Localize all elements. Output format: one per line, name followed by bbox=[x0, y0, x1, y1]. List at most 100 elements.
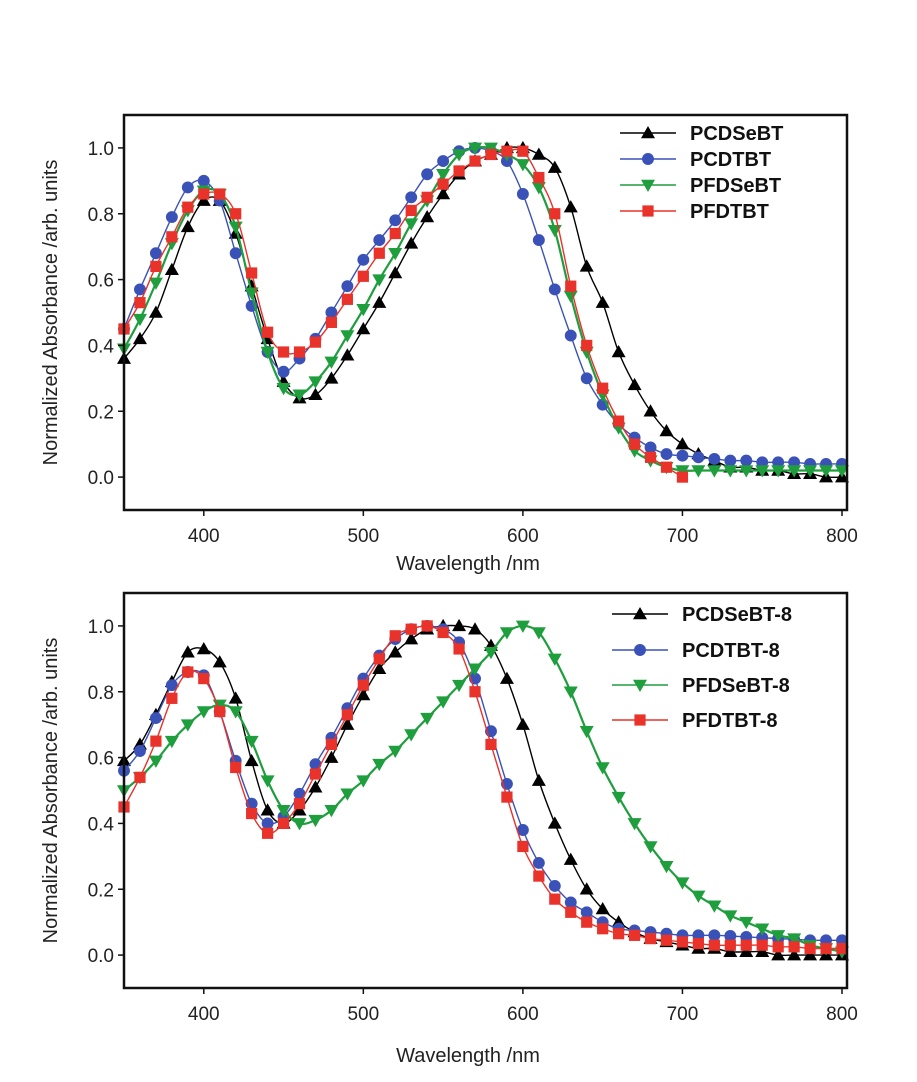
data-point bbox=[515, 717, 530, 730]
data-point bbox=[165, 679, 178, 692]
data-point bbox=[292, 818, 307, 831]
series-PFDSeBT-8 bbox=[117, 620, 849, 959]
legend-item-PCDTBT: PCDTBT bbox=[620, 149, 771, 171]
data-point bbox=[132, 313, 147, 327]
legend-marker bbox=[634, 714, 646, 726]
data-point bbox=[421, 620, 433, 632]
data-point bbox=[197, 174, 210, 187]
data-point bbox=[547, 653, 562, 666]
data-point bbox=[660, 461, 673, 473]
data-point bbox=[340, 330, 355, 343]
data-point bbox=[707, 900, 722, 913]
legend: PCDSeBT PCDTBT PFDSeBT PFDTBT bbox=[620, 123, 783, 223]
legend-label: PFDSeBT bbox=[690, 175, 781, 197]
data-point bbox=[595, 295, 610, 308]
data-point bbox=[357, 270, 369, 282]
data-point bbox=[547, 160, 562, 173]
data-point bbox=[675, 465, 690, 478]
data-point bbox=[372, 274, 387, 287]
data-point bbox=[372, 758, 387, 772]
data-point bbox=[531, 773, 546, 786]
data-point bbox=[165, 211, 178, 223]
data-point bbox=[148, 755, 163, 768]
data-point bbox=[325, 316, 338, 328]
data-point bbox=[405, 204, 417, 217]
data-point bbox=[244, 735, 259, 749]
legend: PCDSeBT-8 PCDTBT-8 PFDSeBT-8 PFDTBT-8 bbox=[612, 604, 792, 732]
data-point bbox=[660, 934, 673, 946]
data-point bbox=[134, 745, 146, 757]
data-point bbox=[565, 280, 577, 292]
data-point bbox=[164, 262, 179, 275]
data-point bbox=[421, 191, 433, 203]
data-point bbox=[372, 295, 387, 308]
data-point bbox=[643, 841, 658, 854]
data-point bbox=[214, 188, 226, 200]
data-point bbox=[134, 297, 146, 309]
data-point bbox=[627, 377, 642, 391]
data-point bbox=[276, 805, 291, 818]
data-point bbox=[804, 942, 816, 955]
data-point bbox=[676, 936, 689, 948]
data-point bbox=[340, 788, 355, 801]
data-point bbox=[691, 465, 706, 478]
data-point bbox=[309, 758, 322, 771]
data-point bbox=[563, 852, 578, 865]
data-point bbox=[771, 948, 786, 961]
data-point bbox=[755, 923, 770, 936]
data-point bbox=[134, 771, 146, 783]
data-point bbox=[659, 860, 674, 874]
legend-label: PCDSeBT-8 bbox=[682, 604, 792, 626]
series-PFDTBT-8 bbox=[118, 620, 848, 955]
data-point bbox=[707, 465, 722, 478]
legend-label: PCDTBT bbox=[690, 149, 771, 171]
legend-marker bbox=[642, 205, 654, 217]
data-point bbox=[308, 376, 323, 389]
data-point bbox=[356, 321, 371, 335]
data-point bbox=[835, 465, 849, 478]
series-line bbox=[123, 625, 842, 950]
data-point bbox=[325, 738, 338, 751]
legend-item-PFDSeBT: PFDSeBT bbox=[620, 175, 781, 197]
data-point bbox=[420, 712, 435, 726]
data-point bbox=[501, 145, 513, 157]
data-point bbox=[166, 692, 178, 704]
y-axis-label: Normalized Absorbance /arb. units bbox=[40, 160, 62, 466]
data-point bbox=[292, 389, 307, 402]
data-point bbox=[772, 456, 785, 469]
data-point bbox=[628, 438, 641, 450]
data-point bbox=[182, 201, 194, 213]
data-point bbox=[293, 787, 306, 800]
data-point bbox=[134, 283, 146, 296]
legend-label: PFDSeBT-8 bbox=[682, 675, 790, 697]
data-point bbox=[692, 937, 704, 950]
data-point bbox=[261, 817, 274, 830]
x-axis-label: Wavelength /nm bbox=[396, 553, 540, 575]
data-point bbox=[436, 696, 451, 709]
data-point bbox=[485, 738, 497, 751]
data-point bbox=[180, 645, 195, 658]
data-point bbox=[723, 465, 738, 478]
data-point bbox=[564, 896, 577, 909]
series-PCDTBT bbox=[118, 141, 848, 470]
data-point bbox=[437, 155, 450, 168]
y-axis-label: Normalized Absorbance /arb. units bbox=[40, 638, 62, 944]
data-point bbox=[564, 329, 577, 342]
data-point bbox=[262, 827, 274, 839]
data-point bbox=[676, 471, 689, 483]
data-point bbox=[437, 626, 449, 639]
data-point bbox=[675, 877, 690, 890]
chart-panel-1: 400 500 600 700 800 0.0 0.2 0.4 0.6 0.8 1.0 Wavelen… bbox=[40, 113, 858, 575]
data-point bbox=[549, 893, 561, 905]
data-point bbox=[788, 456, 801, 469]
data-point bbox=[483, 647, 498, 660]
data-point bbox=[388, 248, 403, 261]
x-tick-label: 800 bbox=[826, 526, 858, 547]
data-point bbox=[436, 169, 451, 182]
data-point bbox=[644, 933, 657, 945]
data-point bbox=[260, 803, 275, 816]
data-point bbox=[420, 210, 435, 223]
data-point bbox=[613, 415, 625, 427]
legend-marker bbox=[641, 126, 655, 139]
